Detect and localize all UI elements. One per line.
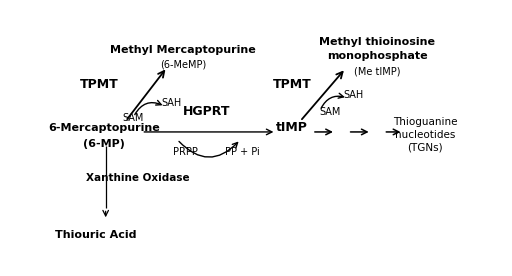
Text: 6-Mercaptopurine: 6-Mercaptopurine (48, 123, 160, 133)
Text: TPMT: TPMT (273, 78, 311, 91)
Text: Thioguanine: Thioguanine (393, 117, 457, 128)
Text: tIMP: tIMP (276, 121, 308, 134)
Text: PRPP: PRPP (173, 147, 198, 157)
Text: SAM: SAM (319, 107, 340, 117)
Text: (6-MeMP): (6-MeMP) (160, 60, 206, 70)
Text: Thiouric Acid: Thiouric Acid (55, 230, 137, 240)
Text: Xanthine Oxidase: Xanthine Oxidase (86, 172, 189, 183)
Text: SAH: SAH (161, 98, 181, 108)
Text: PP + Pi: PP + Pi (225, 147, 260, 157)
Text: Methyl thioinosine: Methyl thioinosine (319, 37, 436, 47)
Text: SAM: SAM (123, 113, 144, 123)
Text: SAH: SAH (344, 90, 364, 100)
Text: (TGNs): (TGNs) (407, 143, 443, 153)
Text: (6-MP): (6-MP) (83, 139, 124, 149)
Text: (Me tIMP): (Me tIMP) (354, 66, 401, 76)
Text: monophosphate: monophosphate (327, 52, 428, 62)
Text: Methyl Mercaptopurine: Methyl Mercaptopurine (110, 45, 256, 55)
Text: nucleotides: nucleotides (395, 130, 455, 140)
Text: HGPRT: HGPRT (183, 105, 230, 118)
Text: TPMT: TPMT (80, 78, 119, 91)
